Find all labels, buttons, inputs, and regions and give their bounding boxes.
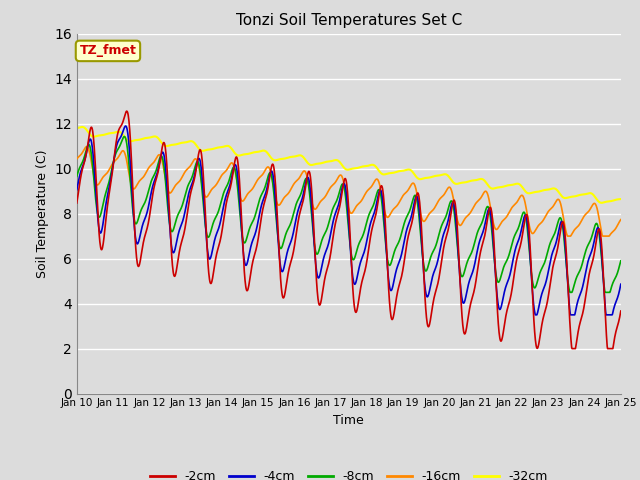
-32cm <box>78 124 86 130</box>
Line: -16cm: -16cm <box>77 147 621 236</box>
-2cm <box>181 226 189 231</box>
-16cm <box>617 217 625 223</box>
Line: -2cm: -2cm <box>77 111 621 348</box>
-8cm <box>120 133 128 139</box>
Legend: -2cm, -4cm, -8cm, -16cm, -32cm: -2cm, -4cm, -8cm, -16cm, -32cm <box>145 465 553 480</box>
-16cm <box>553 198 561 204</box>
-2cm <box>195 154 202 159</box>
-32cm <box>617 196 625 202</box>
-16cm <box>564 233 572 239</box>
-32cm <box>553 187 561 192</box>
-4cm <box>122 123 129 129</box>
-16cm <box>434 200 442 205</box>
Line: -32cm: -32cm <box>77 127 621 203</box>
-16cm <box>73 156 81 162</box>
-32cm <box>181 140 189 145</box>
-4cm <box>617 281 625 287</box>
-4cm <box>181 209 189 215</box>
-2cm <box>255 230 263 236</box>
-32cm <box>505 182 513 188</box>
Title: Tonzi Soil Temperatures Set C: Tonzi Soil Temperatures Set C <box>236 13 462 28</box>
Line: -8cm: -8cm <box>77 136 621 292</box>
-16cm <box>505 211 513 216</box>
-2cm <box>568 346 576 351</box>
Y-axis label: Soil Temperature (C): Soil Temperature (C) <box>36 149 49 278</box>
X-axis label: Time: Time <box>333 414 364 427</box>
-2cm <box>553 251 561 256</box>
-4cm <box>434 259 442 265</box>
-16cm <box>83 144 90 150</box>
-8cm <box>255 198 263 204</box>
Text: TZ_fmet: TZ_fmet <box>79 44 136 58</box>
-2cm <box>73 200 81 206</box>
-8cm <box>195 159 202 165</box>
-8cm <box>181 193 189 199</box>
-16cm <box>255 175 263 181</box>
-4cm <box>195 156 202 162</box>
-32cm <box>255 149 263 155</box>
-8cm <box>553 225 561 230</box>
-8cm <box>617 258 625 264</box>
-8cm <box>73 173 81 179</box>
-2cm <box>434 282 442 288</box>
-4cm <box>505 276 513 282</box>
-4cm <box>532 312 540 318</box>
-32cm <box>434 173 442 179</box>
-16cm <box>181 169 189 175</box>
-32cm <box>195 145 202 151</box>
-2cm <box>505 302 513 308</box>
-32cm <box>73 125 81 131</box>
-32cm <box>598 200 605 205</box>
-16cm <box>195 161 202 167</box>
-2cm <box>123 108 131 114</box>
-8cm <box>566 289 574 295</box>
-8cm <box>434 238 442 243</box>
-2cm <box>617 308 625 314</box>
-4cm <box>255 214 263 219</box>
-8cm <box>505 253 513 259</box>
Line: -4cm: -4cm <box>77 126 621 315</box>
-4cm <box>73 187 81 192</box>
-4cm <box>553 237 561 242</box>
